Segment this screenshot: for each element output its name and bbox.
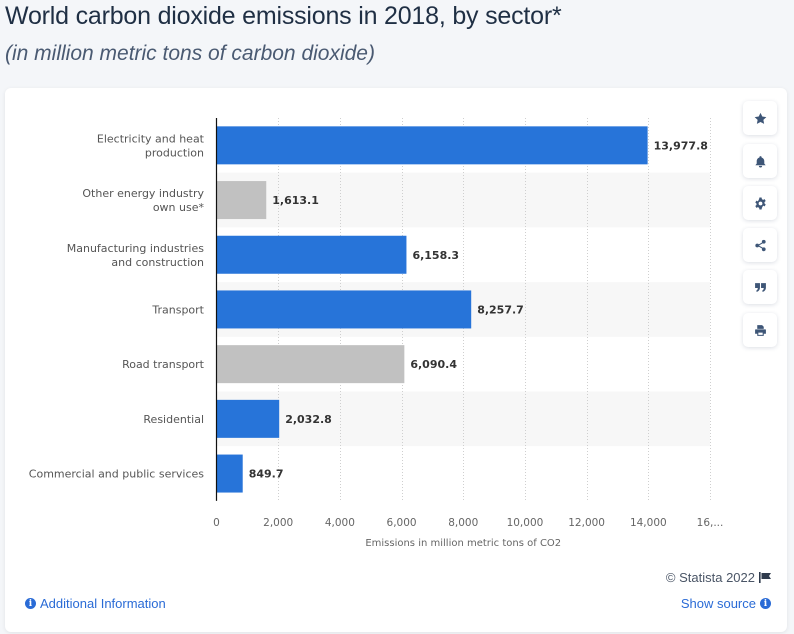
- category-label: own use*: [153, 201, 205, 214]
- chart-subtitle: (in million metric tons of carbon dioxid…: [5, 42, 375, 65]
- data-label: 8,257.7: [477, 303, 524, 316]
- category-label: Road transport: [122, 358, 205, 371]
- x-tick-label: 4,000: [325, 517, 355, 529]
- bar: [216, 235, 407, 274]
- bar: [216, 181, 267, 220]
- copyright-text: © Statista 2022: [665, 570, 755, 585]
- category-label: Residential: [143, 413, 204, 426]
- settings-button[interactable]: [743, 186, 777, 220]
- data-label: 1,613.1: [272, 194, 319, 207]
- x-tick-label: 14,000: [630, 517, 667, 529]
- category-label: Transport: [151, 303, 204, 316]
- flag-icon[interactable]: [759, 572, 772, 583]
- data-label: 849.7: [249, 468, 284, 481]
- gear-icon: [754, 197, 766, 209]
- x-tick-label: 2,000: [263, 517, 293, 529]
- additional-information-link[interactable]: i Additional Information: [25, 596, 166, 611]
- notification-button[interactable]: [743, 144, 777, 178]
- share-icon: [754, 239, 766, 251]
- category-label: Manufacturing industries: [67, 242, 205, 255]
- data-label: 2,032.8: [285, 413, 332, 426]
- print-button[interactable]: [743, 313, 777, 347]
- x-tick-label: 8,000: [448, 517, 478, 529]
- quote-icon: [754, 282, 766, 292]
- category-label: Commercial and public services: [29, 468, 204, 481]
- bar: [216, 399, 280, 438]
- data-label: 6,158.3: [412, 249, 459, 262]
- x-tick-label: 6,000: [387, 517, 417, 529]
- category-label: Other energy industry: [82, 187, 204, 200]
- category-label: and construction: [111, 256, 204, 269]
- bar: [216, 126, 648, 165]
- x-tick-label: 0: [213, 517, 220, 529]
- chart-title: World carbon dioxide emissions in 2018, …: [5, 2, 562, 30]
- info-icon: i: [760, 598, 771, 609]
- bell-icon: [754, 155, 766, 167]
- x-axis-title: Emissions in million metric tons of CO2: [365, 538, 561, 549]
- category-label: production: [145, 146, 204, 159]
- data-label: 13,977.8: [654, 139, 708, 152]
- bar: [216, 290, 472, 329]
- printer-icon: [754, 324, 766, 336]
- share-button[interactable]: [743, 228, 777, 262]
- bar: [216, 454, 243, 493]
- category-label: Electricity and heat: [97, 132, 205, 145]
- cite-button[interactable]: [743, 270, 777, 304]
- favorite-button[interactable]: [743, 101, 777, 135]
- info-icon: i: [25, 598, 36, 609]
- copyright-notice: © Statista 2022: [666, 570, 772, 585]
- show-source-link[interactable]: Show source i: [681, 596, 771, 611]
- data-label: 6,090.4: [410, 358, 457, 371]
- x-tick-label: 12,000: [568, 517, 605, 529]
- x-tick-label: 16,...: [697, 517, 724, 529]
- star-icon: [754, 112, 766, 124]
- additional-information-label: Additional Information: [40, 596, 166, 611]
- x-tick-label: 10,000: [507, 517, 544, 529]
- bar: [216, 345, 405, 384]
- show-source-label: Show source: [680, 596, 756, 611]
